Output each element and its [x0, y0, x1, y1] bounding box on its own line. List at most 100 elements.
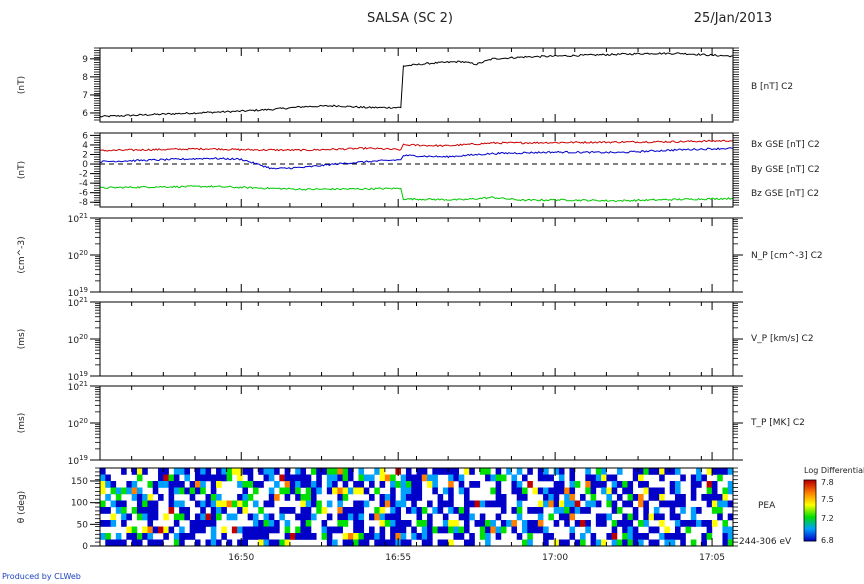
spectrogram-cell: [347, 539, 354, 547]
panel-frame: [99, 132, 734, 208]
spectrogram-cell: [305, 513, 312, 521]
spectrogram-cell: [163, 526, 169, 534]
spectrogram-cell: [627, 520, 634, 527]
spectrogram-cell: [479, 533, 486, 540]
colorbar-band: [804, 501, 816, 503]
panel-frame: [99, 217, 734, 293]
spectrogram-cell: [300, 507, 307, 514]
spectrogram-cell: [158, 526, 164, 534]
spectrogram-cell: [136, 539, 143, 547]
spectrogram-cell: [569, 487, 576, 495]
y-tick-label: 1020: [68, 333, 88, 346]
spectrogram-cell: [216, 468, 222, 475]
spectrogram-cell: [659, 468, 665, 475]
spectrogram-cell: [384, 513, 391, 521]
spectrogram-cell: [506, 520, 512, 527]
spectrogram-cell: [379, 526, 386, 534]
y-tick-label: 4: [82, 141, 88, 151]
spectrogram-cell: [379, 494, 386, 501]
spectrogram-cell: [300, 494, 307, 501]
spectrogram-cell: [115, 507, 122, 514]
spectrogram-cell: [537, 507, 544, 514]
spectrogram-cell: [638, 500, 644, 508]
colorbar-band: [804, 498, 816, 500]
spectrogram-cell: [242, 526, 249, 534]
spectrogram-cell: [711, 481, 718, 488]
spectrogram-cell: [163, 474, 169, 482]
spectrogram-cell: [205, 520, 212, 527]
colorbar-band: [804, 496, 816, 498]
colorbar-band: [804, 490, 816, 492]
spectrogram-cell: [147, 533, 154, 540]
spectrogram-cell: [142, 526, 148, 534]
spectrogram-cell: [284, 481, 291, 488]
series-line-2: [99, 147, 734, 170]
spectrogram-cell: [231, 500, 238, 508]
spectrogram-cell: [669, 513, 676, 521]
spectrogram-cell: [369, 513, 375, 521]
spectrogram-cell: [669, 481, 676, 488]
spectrogram-cell: [674, 533, 681, 540]
spectrogram-cell: [648, 513, 655, 521]
spectrogram-cell: [221, 500, 227, 508]
spectrogram-cell: [463, 487, 470, 495]
spectrogram-cell: [353, 520, 359, 527]
spectrogram-cell: [611, 520, 618, 527]
colorbar-band: [804, 533, 816, 536]
spectrogram-cell: [268, 539, 275, 547]
spectrogram-cell: [147, 507, 154, 514]
spectrogram-cell: [711, 500, 718, 508]
spectrogram-cell: [722, 539, 729, 547]
spectrogram-cell: [432, 468, 438, 475]
spectrogram-cell: [268, 468, 275, 475]
spectrogram-cell: [311, 468, 317, 475]
spectrogram-cell: [342, 468, 349, 475]
spectrogram-cell: [158, 539, 164, 547]
spectrogram-cell: [216, 539, 222, 547]
spectrogram-cell: [263, 513, 270, 521]
spectrogram-cell: [390, 474, 396, 482]
spectrogram-cell: [121, 507, 127, 514]
spectrogram-cell: [722, 494, 729, 501]
spectrogram-cell: [427, 526, 433, 534]
spectrogram-cell: [585, 487, 591, 495]
spectrogram-cell: [469, 539, 475, 547]
spectrogram-cell: [100, 481, 106, 488]
spectrogram-cell: [110, 520, 117, 527]
spectrogram-cell: [189, 494, 196, 501]
spectrogram-cell: [669, 487, 676, 495]
spectrogram-cell: [263, 500, 270, 508]
spectrogram-cell: [411, 487, 417, 495]
spectrogram-cell: [115, 533, 122, 540]
spectrogram-cell: [274, 494, 280, 501]
spectrogram-cell: [405, 487, 412, 495]
spectrogram-cell: [485, 526, 491, 534]
spectrogram-cell: [231, 513, 238, 521]
spectrogram-cell: [194, 468, 201, 475]
x-tick-label: 17:00: [542, 553, 568, 563]
spectrogram-cell: [659, 474, 665, 482]
spectrogram-cell: [527, 520, 533, 527]
spectrogram-cell: [669, 507, 676, 514]
spectrogram-cell: [247, 526, 254, 534]
spectrogram-cell: [548, 474, 554, 482]
colorbar-band: [804, 514, 816, 516]
spectrogram-cell: [432, 481, 438, 488]
spectrogram-cell: [558, 513, 565, 521]
spectrogram-cell: [105, 520, 111, 527]
spectrogram-cell: [247, 481, 254, 488]
spectrogram-cell: [369, 533, 375, 540]
spectrogram-cell: [416, 533, 423, 540]
spectrogram-cell: [674, 481, 681, 488]
spectrogram-cell: [168, 500, 175, 508]
spectrogram-cell: [469, 468, 475, 475]
spectrogram-cell: [400, 474, 407, 482]
spectrogram-cell: [210, 533, 217, 540]
spectrogram-cell: [632, 539, 639, 547]
spectrogram-cell: [110, 513, 117, 521]
spectrogram-cell: [379, 474, 386, 482]
colorbar-band: [804, 484, 816, 486]
spectrogram-cell: [242, 494, 249, 501]
legend-bz: Bz GSE [nT] C2: [751, 189, 819, 199]
spectrogram-cell: [390, 526, 396, 534]
